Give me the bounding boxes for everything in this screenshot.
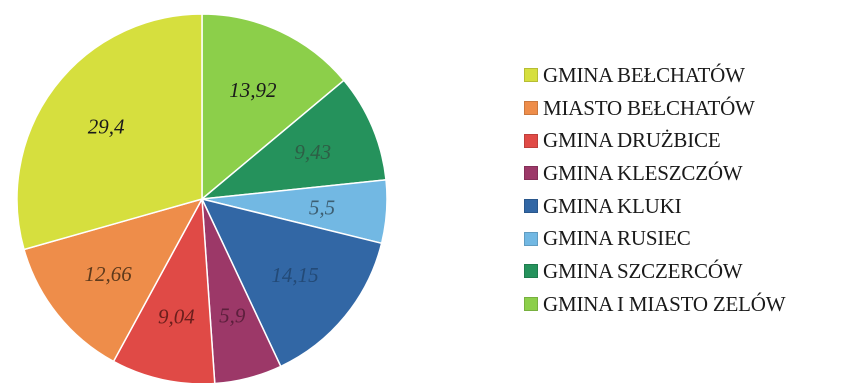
- legend-swatch: [524, 297, 538, 312]
- legend-swatch: [524, 231, 538, 246]
- legend-label: GMINA KLUKI: [543, 193, 682, 218]
- legend-item: GMINA SZCZERCÓW: [524, 255, 785, 288]
- slice-value-label: 12,66: [84, 262, 132, 286]
- legend-item: GMINA I MIASTO ZELÓW: [524, 288, 786, 321]
- legend-label: GMINA BEŁCHATÓW: [543, 62, 745, 87]
- legend-item: GMINA KLUKI: [524, 190, 785, 223]
- slice-value-label: 29,4: [88, 115, 125, 139]
- legend-swatch: [524, 68, 538, 83]
- legend-label: GMINA KLESZCZÓW: [543, 160, 743, 185]
- legend-item: GMINA BEŁCHATÓW: [524, 59, 785, 92]
- pie-slice: [201, 198, 282, 383]
- pie-slice: [23, 197, 204, 363]
- legend-swatch: [524, 101, 538, 116]
- legend-swatch: [524, 199, 538, 214]
- slice-value-label: 9,04: [158, 305, 195, 329]
- pie-slice: [199, 79, 387, 201]
- slice-value-label: 14,15: [271, 263, 318, 287]
- slice-value-label: 5,5: [309, 195, 335, 219]
- legend-label: GMINA I MIASTO ZELÓW: [543, 291, 786, 316]
- pie-slice: [201, 13, 346, 201]
- legend-swatch: [524, 264, 538, 279]
- legend-label: MIASTO BEŁCHATÓW: [543, 95, 755, 120]
- slice-value-label: 5,9: [219, 303, 246, 327]
- slice-value-label: 9,43: [294, 140, 331, 164]
- legend-swatch: [524, 133, 538, 148]
- legend-label: GMINA RUSIEC: [543, 226, 691, 251]
- slice-value-label: 13,92: [229, 78, 277, 102]
- pie-slice: [112, 196, 216, 383]
- chart-legend: GMINA BEŁCHATÓW MIASTO BEŁCHATÓW GMINA D…: [524, 59, 786, 321]
- legend-item: GMINA DRUŻBICE: [524, 124, 785, 157]
- legend-item: GMINA KLESZCZÓW: [524, 157, 785, 190]
- legend-swatch: [524, 166, 538, 181]
- legend-label: GMINA SZCZERCÓW: [543, 258, 743, 283]
- pie-slice: [16, 13, 203, 251]
- legend-item: GMINA RUSIEC: [524, 222, 785, 255]
- pie-plot: 13,92 9,43 5,5 14,15 5,9 9,04 12,66 29,4: [16, 13, 388, 383]
- legend-label: GMINA DRUŻBICE: [543, 128, 721, 153]
- pie-slice: [200, 197, 383, 368]
- legend-item: MIASTO BEŁCHATÓW: [524, 92, 785, 125]
